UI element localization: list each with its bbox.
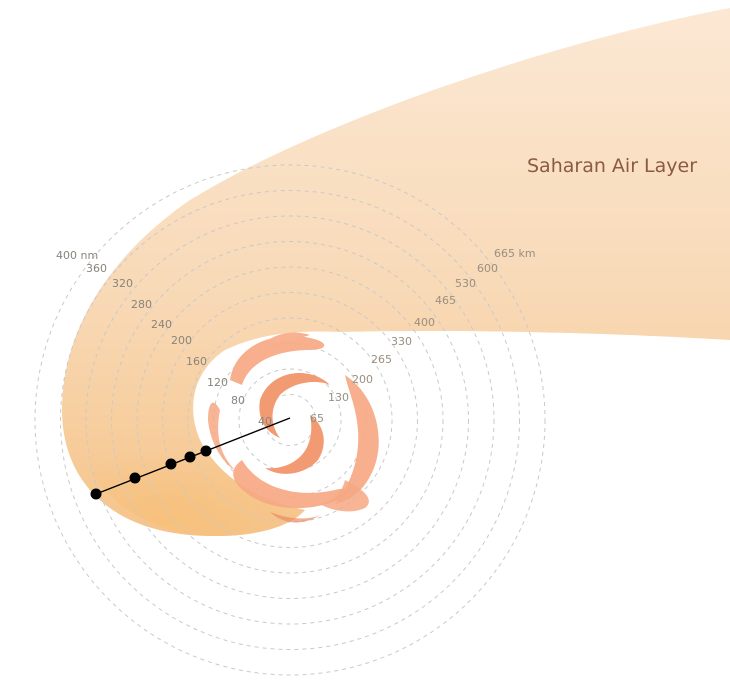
track-dot xyxy=(200,445,212,457)
km-label: 400 xyxy=(414,316,435,329)
nm-label: 320 xyxy=(112,277,133,290)
nm-label: 160 xyxy=(186,355,207,368)
sounding-track xyxy=(90,417,291,500)
spiral-arm-bottom xyxy=(233,460,348,509)
saharan-air-layer-plume xyxy=(62,8,730,537)
km-label: 530 xyxy=(455,277,476,290)
nm-label: 120 xyxy=(207,376,228,389)
spiral-arm-inner xyxy=(259,373,330,438)
spiral-fragment xyxy=(268,332,310,342)
track-dot xyxy=(184,451,196,463)
track-dot xyxy=(165,458,177,470)
spiral-arm-outer xyxy=(230,335,325,385)
distance-ring xyxy=(111,241,469,599)
spiral-band-left xyxy=(208,402,235,470)
spiral-arm-right xyxy=(335,375,379,504)
nm-label: 400 nm xyxy=(56,249,98,262)
hurricane-cloud-spiral xyxy=(208,332,379,523)
km-label: 665 km xyxy=(494,247,536,260)
nm-label: 280 xyxy=(131,298,152,311)
distance-ring xyxy=(162,292,418,548)
km-label: 465 xyxy=(435,294,456,307)
distance-ring xyxy=(238,368,342,472)
track-dot xyxy=(129,472,141,484)
km-label: 600 xyxy=(477,262,498,275)
nm-label: 40 xyxy=(258,415,272,428)
km-label: 130 xyxy=(328,391,349,404)
km-labels: 65 130 200 265 330 400 465 530 600 665 k… xyxy=(310,247,536,425)
km-label: 65 xyxy=(310,412,324,425)
km-label: 200 xyxy=(352,373,373,386)
distance-ring xyxy=(136,266,444,574)
distance-ring xyxy=(60,190,520,650)
nm-label: 80 xyxy=(231,394,245,407)
sal-plume-shape xyxy=(62,8,730,537)
spiral-fragment-bottom xyxy=(270,512,320,523)
distance-ring xyxy=(187,317,393,523)
nm-labels: 40 80 120 160 200 240 280 320 360 400 nm xyxy=(56,249,272,428)
spiral-arm-inner-right xyxy=(265,415,324,474)
nm-label: 200 xyxy=(171,334,192,347)
sal-plume-lower-shade xyxy=(70,420,305,537)
sal-title: Saharan Air Layer xyxy=(527,155,697,177)
km-label: 265 xyxy=(371,353,392,366)
nm-label: 240 xyxy=(151,318,172,331)
spiral-band-lower-right xyxy=(320,480,369,512)
distance-ring xyxy=(85,215,495,625)
distance-ring xyxy=(34,164,546,676)
nm-label: 360 xyxy=(86,262,107,275)
track-dot xyxy=(90,488,102,500)
km-label: 330 xyxy=(391,335,412,348)
